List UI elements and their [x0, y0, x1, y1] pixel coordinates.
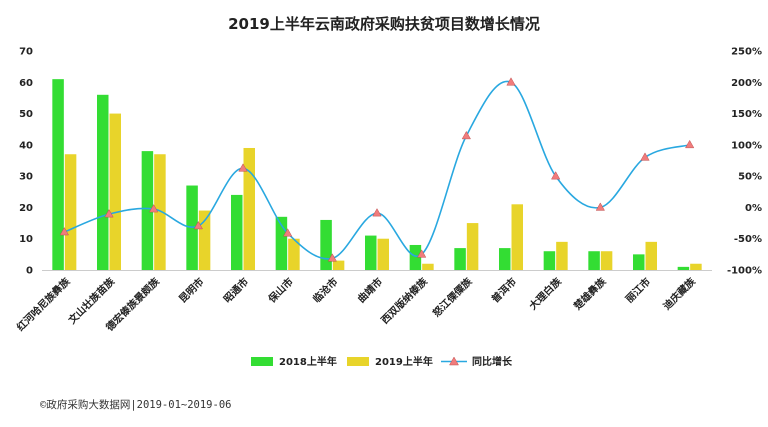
growth-marker	[193, 220, 203, 230]
category-label: 楚雄彝族	[570, 274, 609, 313]
growth-marker	[372, 208, 382, 217]
bar-2019	[332, 260, 345, 270]
bar-2019	[377, 238, 389, 270]
category-label: 怒江傈僳族	[430, 274, 475, 319]
right-tick-label: -100%	[727, 266, 762, 277]
category-label: 曲靖市	[355, 275, 385, 305]
growth-markers	[59, 77, 695, 262]
growth-marker	[551, 171, 561, 180]
right-tick-label: 200%	[731, 78, 762, 89]
bar-2019	[645, 241, 657, 270]
growth-marker	[149, 204, 159, 213]
bar-2019	[288, 238, 300, 270]
legend-swatch-2019	[347, 357, 369, 366]
bar-2019	[511, 204, 523, 270]
legend-label-2019: 2019上半年	[375, 355, 433, 368]
bar-2018	[633, 254, 645, 270]
bar-2018	[365, 235, 377, 270]
right-axis: -100% -50% 0% 50% 100% 150% 200% 250%	[727, 47, 762, 277]
bar-2018	[543, 251, 556, 270]
legend-marker-growth	[449, 356, 459, 366]
right-tick-label: 0%	[745, 203, 762, 214]
bar-2019	[556, 241, 568, 270]
category-label: 普洱市	[489, 275, 519, 305]
chart-title: 2019上半年云南政府采购扶贫项目数增长情况	[228, 15, 540, 33]
bar-2019	[109, 113, 121, 270]
bar-group	[52, 79, 702, 271]
bar-2018	[141, 151, 154, 270]
category-label: 文山壮族苗族	[66, 274, 118, 326]
growth-marker	[685, 139, 695, 149]
growth-marker	[283, 228, 293, 237]
bar-2019	[466, 223, 479, 270]
source-note: ©政府采购大数据网|2019-01~2019-06	[40, 398, 231, 411]
category-label: 大理白族	[526, 274, 564, 312]
bar-2018	[499, 248, 511, 270]
category-label: 临沧市	[310, 275, 340, 305]
category-label: 迪庆藏族	[660, 274, 698, 312]
growth-marker	[595, 202, 605, 211]
category-label: 红河哈尼族彝族	[14, 274, 73, 333]
bar-2018	[97, 94, 109, 270]
category-label: 丽江市	[623, 275, 653, 305]
legend-label-2018: 2018上半年	[279, 355, 337, 368]
left-tick-label: 40	[19, 140, 33, 151]
bar-2019	[154, 154, 166, 270]
category-label: 西双版纳傣族	[378, 274, 430, 326]
legend-label-growth: 同比增长	[472, 355, 513, 368]
left-tick-label: 60	[19, 78, 33, 89]
bar-2019	[243, 147, 255, 270]
bar-2018	[588, 251, 600, 270]
growth-marker	[104, 209, 114, 218]
growth-line	[64, 80, 690, 260]
bar-2018	[409, 244, 422, 270]
left-tick-label: 0	[26, 266, 33, 277]
category-label: 昭通市	[221, 275, 251, 305]
bar-2018	[320, 219, 332, 270]
left-tick-label: 30	[19, 172, 33, 183]
bar-2018	[275, 216, 288, 270]
growth-marker	[506, 77, 516, 86]
growth-marker	[461, 130, 471, 140]
left-axis: 0 10 20 30 40 50 60 70	[19, 47, 33, 277]
legend-swatch-2018	[251, 357, 273, 366]
growth-marker	[238, 163, 248, 172]
legend: 2018上半年 2019上半年 同比增长	[251, 355, 513, 368]
bar-2019	[198, 210, 211, 270]
category-label: 昆明市	[176, 275, 206, 305]
right-tick-label: 50%	[738, 172, 762, 183]
left-tick-label: 70	[19, 47, 33, 58]
growth-marker	[59, 227, 69, 236]
right-tick-label: 250%	[731, 47, 762, 58]
right-tick-label: -50%	[734, 234, 762, 245]
bar-2019	[600, 251, 613, 270]
right-tick-label: 100%	[731, 140, 762, 151]
left-tick-label: 50	[19, 109, 33, 120]
category-label: 保山市	[265, 275, 296, 306]
growth-marker	[640, 152, 650, 161]
bar-2018	[454, 248, 466, 270]
right-tick-label: 150%	[731, 109, 762, 120]
left-tick-label: 20	[19, 203, 33, 214]
bar-2019	[422, 263, 434, 270]
bar-2019	[64, 154, 77, 270]
left-tick-label: 10	[19, 234, 33, 245]
growth-marker	[327, 253, 337, 262]
bar-2019	[690, 263, 702, 270]
bar-2018	[231, 194, 243, 270]
bar-2018	[52, 79, 64, 271]
growth-marker	[417, 249, 427, 258]
bar-2018	[677, 266, 690, 270]
